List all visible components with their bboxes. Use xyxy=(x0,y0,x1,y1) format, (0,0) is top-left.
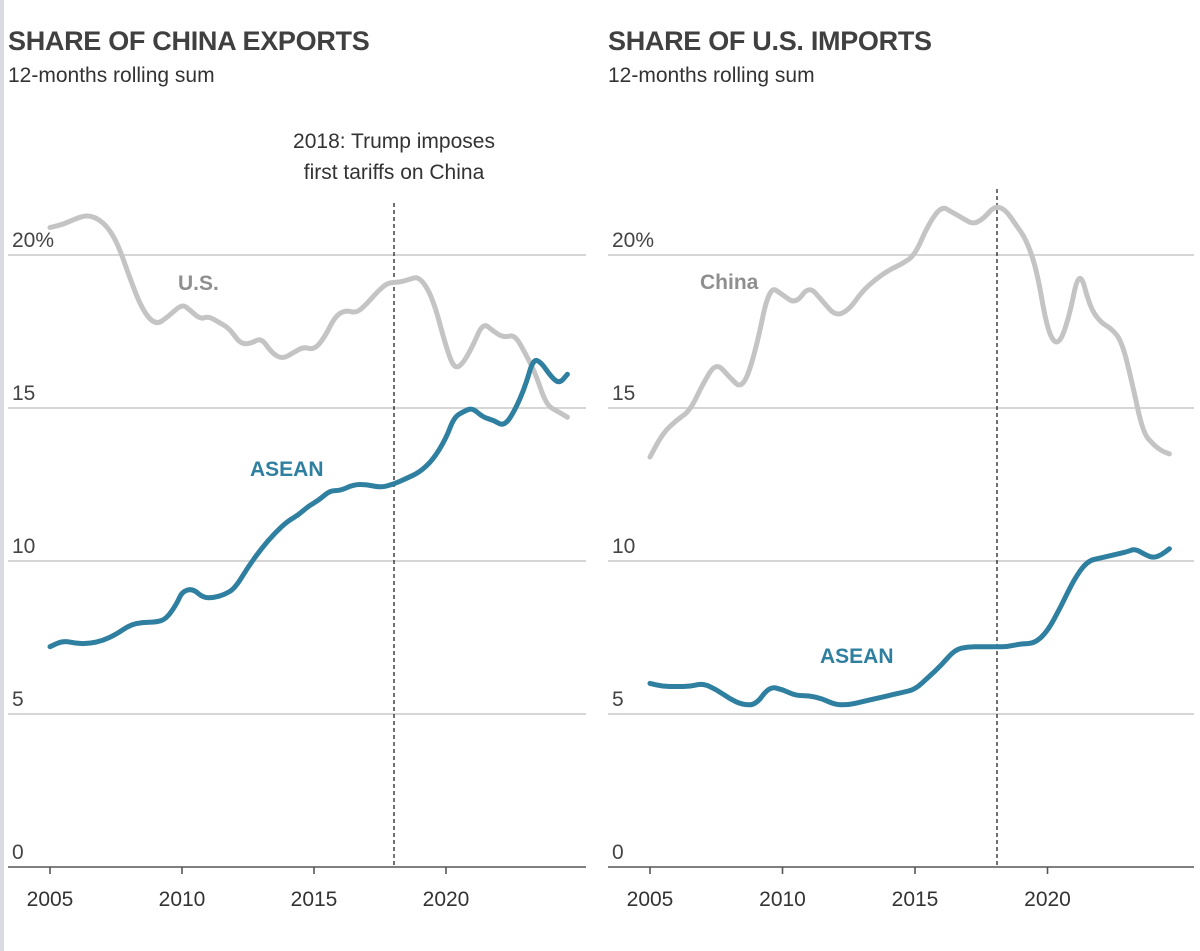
line-chart-china-exports: 0 5 10 15 20% 2005 2010 2015 2020 2018: Trump imp… xyxy=(8,130,586,911)
chart-panel-us-imports: SHARE OF U.S. IMPORTS 12-months rolling … xyxy=(600,0,1200,951)
series-line-us xyxy=(47,213,570,420)
line-chart-us-imports: 0 5 10 15 20% 2005 2010 2015 2020 China ASEAN xyxy=(608,189,1194,911)
y-tick-label: 5 xyxy=(12,688,24,711)
x-tick-label: 2015 xyxy=(892,888,939,911)
y-tick-label: 10 xyxy=(12,535,35,558)
chart-subtitle: 12-months rolling sum xyxy=(8,64,215,87)
x-tick-label: 2020 xyxy=(423,888,470,911)
series-line-china xyxy=(647,204,1172,460)
series-label-us: U.S. xyxy=(178,272,219,295)
y-tick-label: 0 xyxy=(612,841,624,864)
x-tick-label: 2010 xyxy=(159,888,206,911)
y-tick-label: 5 xyxy=(612,688,624,711)
series-label-china: China xyxy=(700,271,759,294)
x-tick-label: 2005 xyxy=(627,888,674,911)
chart-subtitle: 12-months rolling sum xyxy=(608,64,815,87)
y-tick-label: 15 xyxy=(612,382,635,405)
left-edge-strip xyxy=(0,0,4,951)
chart-panel-china-exports: SHARE OF CHINA EXPORTS 12-months rolling… xyxy=(0,0,586,951)
y-tick-label: 10 xyxy=(612,535,635,558)
y-tick-label: 20% xyxy=(12,229,54,252)
chart-title: SHARE OF U.S. IMPORTS xyxy=(608,26,932,56)
series-line-asean xyxy=(47,357,570,650)
y-tick-label: 20% xyxy=(612,229,654,252)
x-tick-label: 2010 xyxy=(759,888,806,911)
series-label-asean: ASEAN xyxy=(820,645,894,668)
x-tick-label: 2020 xyxy=(1024,888,1071,911)
chart-title: SHARE OF CHINA EXPORTS xyxy=(8,26,370,56)
x-tick-label: 2015 xyxy=(291,888,338,911)
event-annotation: first tariffs on China xyxy=(304,161,485,184)
series-label-asean: ASEAN xyxy=(250,458,324,481)
event-annotation: 2018: Trump imposes xyxy=(293,130,495,153)
y-tick-label: 15 xyxy=(12,382,35,405)
series-line-asean xyxy=(647,546,1172,708)
y-tick-label: 0 xyxy=(12,841,24,864)
x-tick-label: 2005 xyxy=(27,888,74,911)
